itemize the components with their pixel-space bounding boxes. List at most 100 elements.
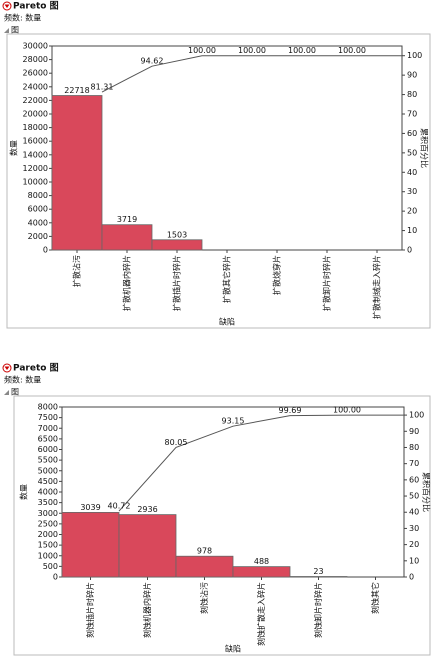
y2-tick-label: 50: [409, 492, 419, 501]
x-tick-label: 扩散插片时碎片: [172, 255, 182, 311]
y-tick-label: 2000: [38, 530, 58, 539]
cumulative-label: 100.00: [288, 46, 316, 55]
report-title: Pareto 图: [13, 363, 59, 374]
y-tick-label: 18000: [23, 123, 48, 132]
x-tick-label: 刻蚀扩散走入碎片: [256, 582, 266, 646]
bar-label: 23: [313, 567, 323, 576]
x-tick-label: 扩散其它碎片: [222, 255, 232, 303]
y2-tick-label: 30: [407, 187, 417, 196]
outline-arrow[interactable]: [4, 28, 9, 33]
bar-label: 1503: [167, 230, 187, 239]
bar: [151, 239, 203, 251]
y-tick-label: 12000: [23, 164, 48, 173]
y-tick-label: 6000: [38, 445, 58, 454]
y2-tick-label: 60: [409, 475, 419, 484]
y-tick-label: 8000: [28, 191, 48, 200]
y-tick-label: 0: [53, 573, 58, 582]
collapse-arrow[interactable]: [4, 4, 10, 9]
cumulative-line: [118, 414, 404, 512]
cumulative-label: 100.00: [333, 406, 361, 415]
y2-tick-label: 50: [407, 148, 417, 157]
y2-tick-label: 40: [409, 508, 419, 517]
y-tick-label: 30000: [23, 42, 48, 51]
y-tick-label: 1000: [38, 551, 58, 560]
x-tick-label: 刻蚀插片时碎片: [85, 582, 95, 638]
x-tick-label: 扩散沾污: [72, 255, 82, 287]
report-title: Pareto 图: [13, 1, 59, 12]
y-tick-label: 0: [43, 246, 48, 255]
y-tick-label: 20000: [23, 110, 48, 119]
bar: [118, 514, 177, 578]
y2-tick-label: 70: [409, 459, 419, 468]
bar-label: 978: [197, 547, 212, 556]
bar-label: 3719: [117, 215, 137, 224]
y-tick-label: 4000: [38, 488, 58, 497]
y-axis-title: 数量: [9, 140, 19, 156]
y2-tick-label: 10: [407, 226, 417, 235]
plot-frame: [51, 45, 403, 251]
x-axis-title: 缺陷: [225, 644, 241, 654]
frequency-label: 频数: 数量: [4, 375, 41, 385]
y2-tick-label: 90: [407, 71, 417, 80]
cumulative-label: 80.05: [165, 438, 188, 447]
bar: [101, 224, 153, 251]
cumulative-label: 99.69: [279, 406, 302, 415]
x-tick-label: 扩散烧穿片: [272, 255, 282, 295]
y-tick-label: 22000: [23, 96, 48, 105]
y-tick-label: 4000: [28, 218, 48, 227]
cumulative-label: 100.00: [188, 46, 216, 55]
y2-tick-label: 90: [409, 427, 419, 436]
y2-tick-label: 20: [409, 540, 419, 549]
bar: [232, 566, 291, 578]
y2-tick-label: 20: [407, 207, 417, 216]
y-tick-label: 16000: [23, 137, 48, 146]
y-tick-label: 28000: [23, 55, 48, 64]
y-axis-title: 数量: [19, 484, 29, 500]
y2-tick-label: 0: [407, 246, 412, 255]
panel: [6, 33, 431, 329]
y-tick-label: 7500: [38, 413, 58, 422]
cumulative-label: 81.31: [91, 83, 114, 92]
y-tick-label: 26000: [23, 69, 48, 78]
bar-label: 2936: [137, 505, 157, 514]
panel: [13, 395, 431, 656]
frequency-label: 频数: 数量: [4, 13, 41, 23]
outline-title: 图: [11, 388, 19, 397]
bar-label: 3039: [80, 503, 100, 512]
y2-tick-label: 60: [407, 129, 417, 138]
y2-tick-label: 80: [409, 443, 419, 452]
y-tick-label: 10000: [23, 178, 48, 187]
cumulative-line: [101, 55, 402, 93]
y2-tick-label: 40: [407, 168, 417, 177]
y-tick-label: 1500: [38, 541, 58, 550]
y2-tick-label: 70: [407, 110, 417, 119]
y2-tick-label: 30: [409, 524, 419, 533]
y-tick-label: 7000: [38, 424, 58, 433]
y-tick-label: 3000: [38, 509, 58, 518]
y2-tick-label: 80: [407, 90, 417, 99]
y2-tick-label: 10: [409, 556, 419, 565]
y-tick-label: 14000: [23, 150, 48, 159]
y2-tick-label: 100: [407, 51, 422, 60]
y2-tick-label: 100: [409, 411, 424, 420]
cumulative-label: 40.72: [108, 502, 131, 511]
y-tick-label: 6000: [28, 205, 48, 214]
bar: [175, 555, 234, 578]
y-tick-label: 24000: [23, 82, 48, 91]
bar-label: 22718: [64, 86, 89, 95]
x-tick-label: 刻蚀其它: [370, 582, 380, 614]
collapse-arrow[interactable]: [4, 366, 10, 371]
y-tick-label: 6500: [38, 434, 58, 443]
bar-label: 488: [254, 557, 269, 566]
y2-tick-label: 0: [409, 573, 414, 582]
y-tick-label: 8000: [38, 403, 58, 412]
x-tick-label: 刻蚀机器内碎片: [142, 582, 152, 638]
cumulative-label: 93.15: [222, 417, 245, 426]
y2-axis-title: 累积百分比: [422, 472, 432, 512]
cumulative-label: 100.00: [238, 46, 266, 55]
y-tick-label: 5500: [38, 456, 58, 465]
outline-arrow[interactable]: [4, 390, 9, 395]
y-tick-label: 2500: [38, 519, 58, 528]
outline-title: 图: [11, 26, 19, 35]
